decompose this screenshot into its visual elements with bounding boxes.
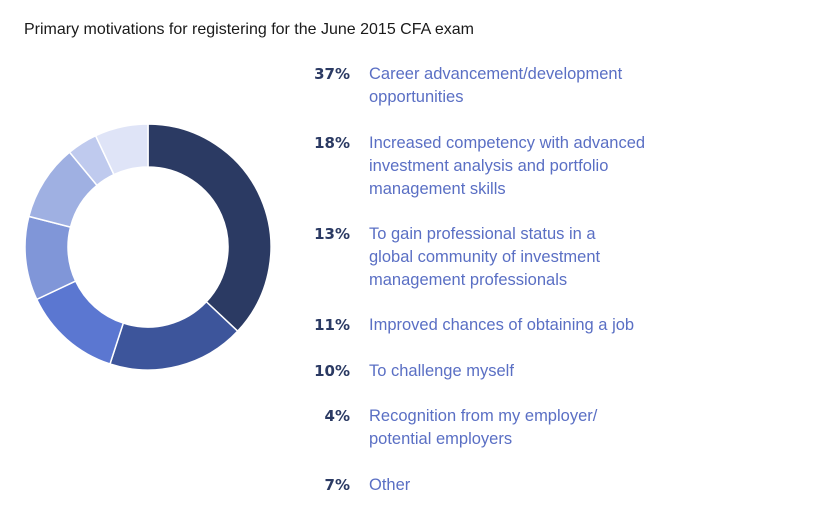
legend-value: 37% xyxy=(314,65,350,83)
legend-label: Other xyxy=(369,476,411,494)
legend-label: To challenge myself xyxy=(369,362,514,380)
legend-label: Improved chances of obtaining a job xyxy=(369,316,635,334)
donut-slice-6 xyxy=(94,123,149,176)
donut-slice-0 xyxy=(147,123,272,333)
legend-label: Recognition from my employer/ potential … xyxy=(369,407,598,448)
legend-value: 10% xyxy=(314,362,350,380)
donut-chart xyxy=(24,123,272,371)
legend-value: 18% xyxy=(314,134,350,152)
legend-value: 7% xyxy=(324,476,350,494)
legend-label: Increased competency with advanced inves… xyxy=(369,134,646,198)
chart-title: Primary motivations for registering for … xyxy=(24,21,474,38)
legend-label: Career advancement/development opportuni… xyxy=(369,65,623,106)
legend-value: 13% xyxy=(314,225,350,243)
legend-value: 4% xyxy=(324,407,350,425)
legend-value: 11% xyxy=(314,316,350,334)
legend-label: To gain professional status in a global … xyxy=(369,225,601,289)
